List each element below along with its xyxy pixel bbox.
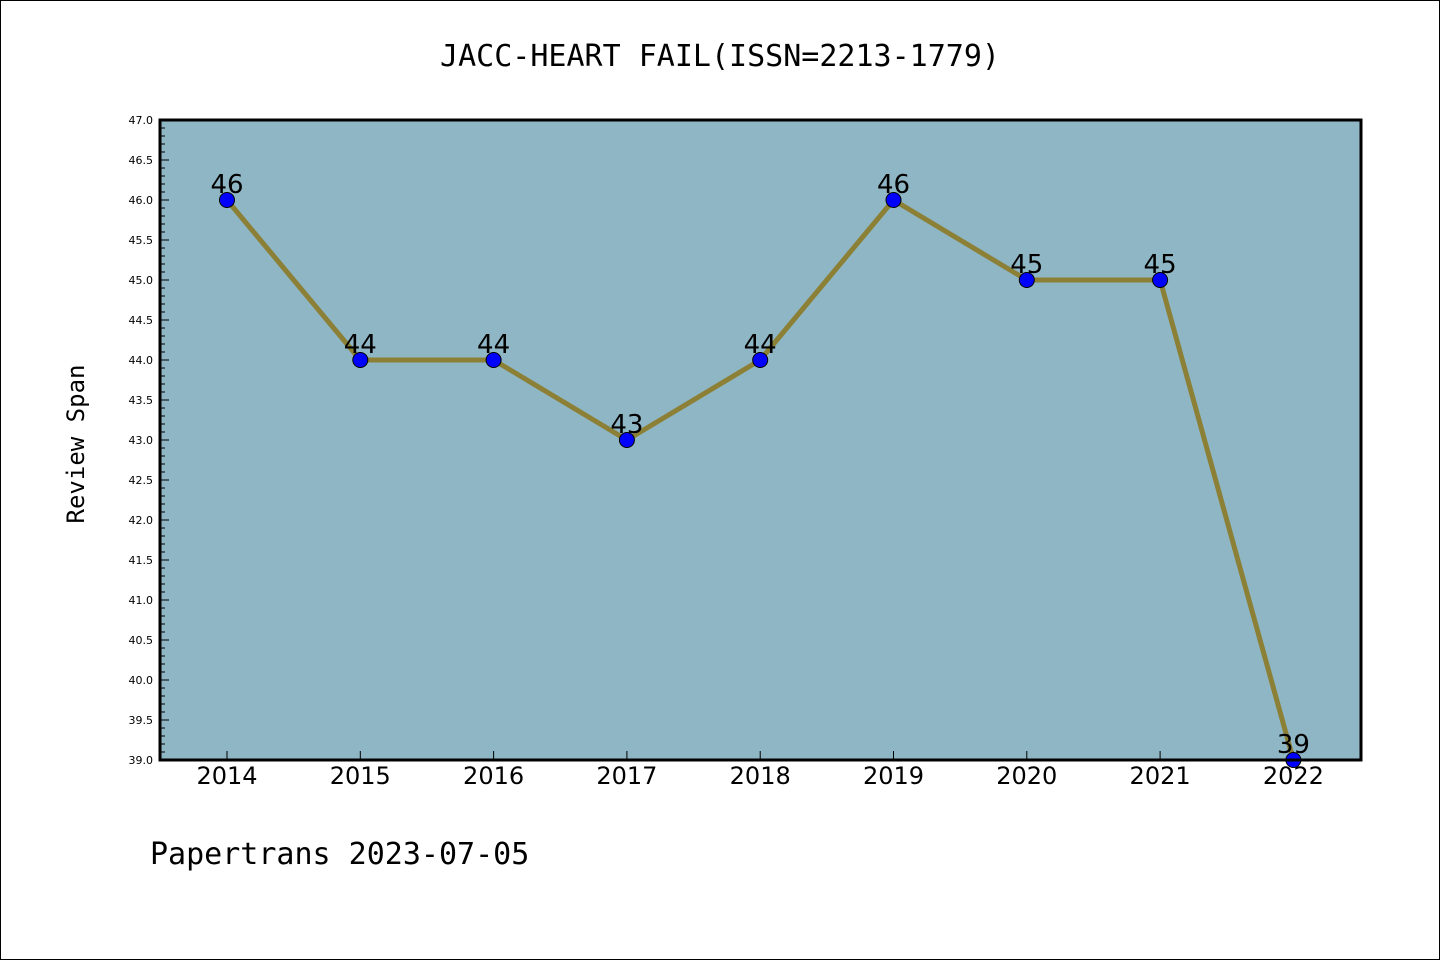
x-tick-label: 2014 <box>196 762 257 790</box>
chart-title: JACC-HEART FAIL(ISSN=2213-1779) <box>440 39 1000 74</box>
data-label: 45 <box>1010 250 1043 280</box>
data-label: 46 <box>877 170 910 200</box>
data-point <box>1152 272 1169 288</box>
y-tick-label: 41.0 <box>129 594 154 607</box>
x-tick-label: 2021 <box>1130 762 1191 790</box>
data-point <box>485 352 502 368</box>
data-label: 46 <box>210 170 243 200</box>
y-tick-label: 45.0 <box>129 274 154 287</box>
y-tick-label: 43.0 <box>129 434 154 447</box>
y-tick-label: 42.0 <box>129 514 154 527</box>
data-label: 44 <box>344 330 377 360</box>
footer-text: Papertrans 2023-07-05 <box>150 837 529 872</box>
y-tick-label: 43.5 <box>129 394 154 407</box>
data-point <box>618 432 635 448</box>
data-labels: 46 44 44 43 44 46 45 45 39 <box>210 170 1309 760</box>
x-tick-label: 2017 <box>596 762 657 790</box>
y-axis-ticks: 39.0 39.5 40.0 40.5 41.0 41.5 42.0 42.5 43.0 43.5… <box>129 114 169 767</box>
data-point <box>752 352 769 368</box>
y-tick-label: 46.5 <box>129 154 154 167</box>
x-tick-label: 2020 <box>996 762 1057 790</box>
series-review-span <box>219 192 1302 768</box>
data-label: 43 <box>610 410 643 440</box>
data-point <box>219 192 235 208</box>
y-tick-label: 40.5 <box>129 634 154 647</box>
x-tick-label: 2015 <box>330 762 391 790</box>
y-tick-label: 47.0 <box>129 114 154 127</box>
data-point <box>352 352 369 368</box>
y-tick-label: 40.0 <box>129 674 154 687</box>
y-tick-label: 41.5 <box>129 554 154 567</box>
plot-area <box>160 120 1361 760</box>
plot-border <box>158 118 1363 762</box>
data-label: 44 <box>477 330 510 360</box>
y-tick-label: 39.0 <box>129 754 154 767</box>
y-tick-label: 39.5 <box>129 714 154 727</box>
y-tick-label: 46.0 <box>129 194 154 207</box>
y-tick-label: 44.5 <box>129 314 154 327</box>
x-tick-label: 2019 <box>863 762 924 790</box>
data-label: 44 <box>744 330 777 360</box>
data-label: 45 <box>1144 250 1177 280</box>
y-tick-label: 45.5 <box>129 234 154 247</box>
x-tick-label: 2016 <box>463 762 524 790</box>
data-point <box>1018 272 1035 288</box>
data-point <box>885 192 902 208</box>
y-tick-label: 44.0 <box>129 354 154 367</box>
x-tick-label: 2018 <box>730 762 791 790</box>
y-axis-label: Review Span <box>62 365 90 524</box>
data-label: 39 <box>1277 730 1310 760</box>
y-tick-label: 42.5 <box>129 474 154 487</box>
